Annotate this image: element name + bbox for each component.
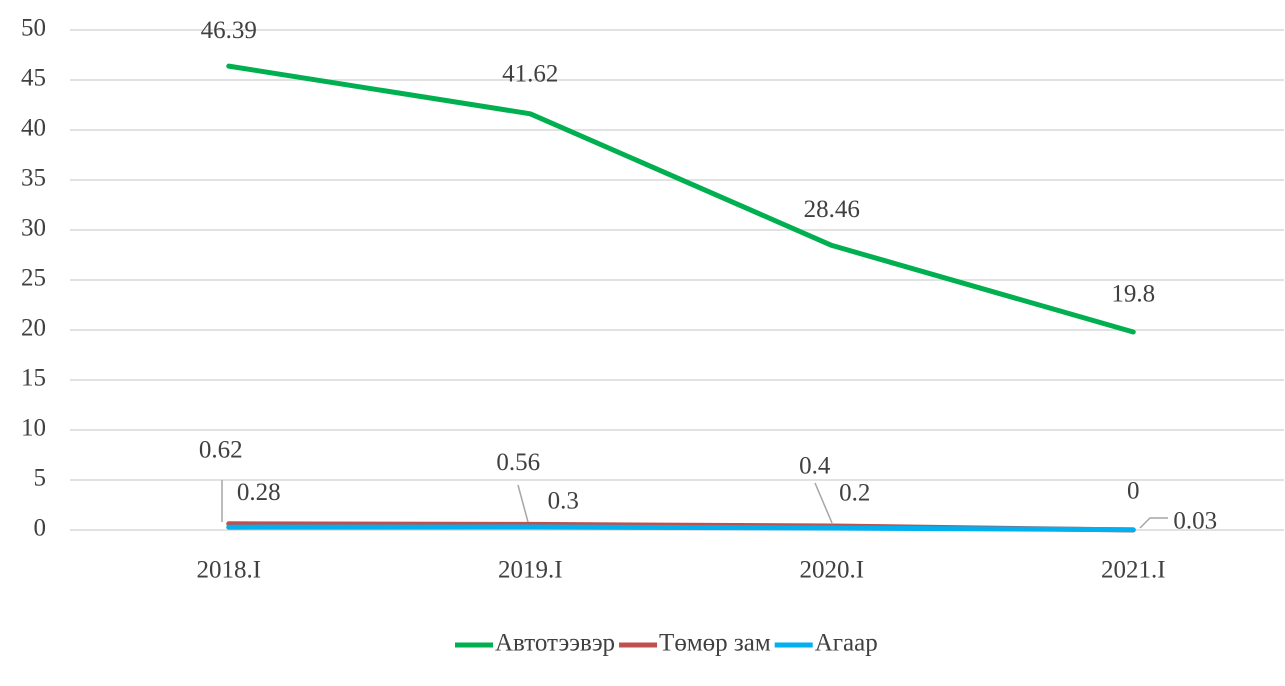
data-label: 41.62 xyxy=(502,61,558,88)
data-label: 0.62 xyxy=(199,437,243,464)
data-label: 0.4 xyxy=(799,453,831,480)
data-label: 0.2 xyxy=(839,480,870,507)
y-tick-label: 0 xyxy=(34,515,47,542)
y-tick-label: 20 xyxy=(21,315,46,342)
y-tick-label: 5 xyxy=(34,465,47,492)
legend-label: Агаар xyxy=(815,630,878,657)
data-label: 0.3 xyxy=(548,488,579,515)
y-tick-label: 45 xyxy=(21,65,46,92)
x-tick-label: 2018.I xyxy=(196,557,261,584)
data-label: 46.39 xyxy=(201,17,257,44)
x-tick-label: 2021.I xyxy=(1101,557,1166,584)
leader-line xyxy=(1139,517,1168,529)
y-tick-label: 15 xyxy=(21,365,46,392)
data-label: 0 xyxy=(1127,478,1140,505)
x-tick-label: 2019.I xyxy=(498,557,563,584)
data-label: 28.46 xyxy=(804,196,860,223)
line-series xyxy=(226,63,1136,335)
data-label: 19.8 xyxy=(1111,281,1155,308)
y-tick-label: 10 xyxy=(21,415,46,442)
y-tick-label: 40 xyxy=(21,115,46,142)
data-label: 0.56 xyxy=(496,449,540,476)
legend-label: Төмөр зам xyxy=(659,630,771,657)
leader-line xyxy=(814,482,833,524)
y-tick-label: 50 xyxy=(21,15,46,42)
y-tick-label: 30 xyxy=(21,215,46,242)
y-tick-label: 35 xyxy=(21,165,46,192)
legend-label: Автотээвэр xyxy=(495,630,615,657)
line-series xyxy=(226,524,1136,533)
data-label: 0.28 xyxy=(237,479,281,506)
data-label: 0.03 xyxy=(1173,507,1217,534)
y-tick-label: 25 xyxy=(21,265,46,292)
leader-line xyxy=(517,484,529,523)
x-tick-label: 2020.I xyxy=(799,557,864,584)
